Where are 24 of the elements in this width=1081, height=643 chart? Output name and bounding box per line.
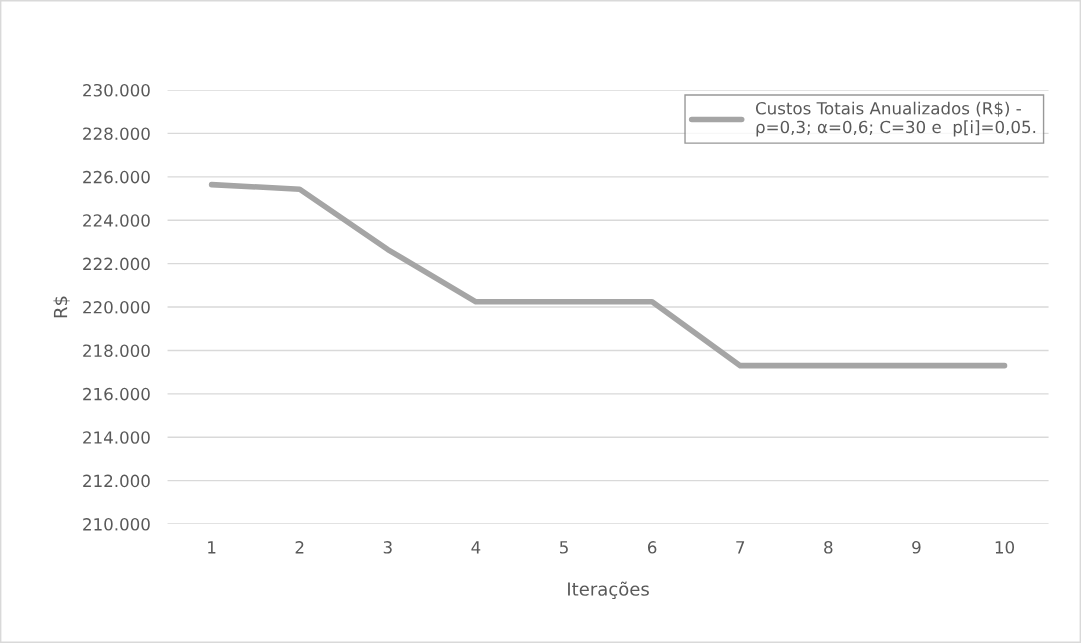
x-tick-label: 1 <box>208 541 216 554</box>
y-tick-label: 214.000 <box>83 431 150 444</box>
y-tick-label: 230.000 <box>83 83 150 97</box>
y-tick-label: 224.000 <box>83 214 150 227</box>
x-tick-label: 2 <box>295 541 304 554</box>
x-tick-label: 3 <box>383 541 392 554</box>
x-tick-label: 8 <box>824 541 833 554</box>
x-tick-label: 10 <box>995 541 1015 554</box>
y-tick-label: 228.000 <box>83 127 150 140</box>
y-tick-label: 226.000 <box>83 170 150 184</box>
x-tick-label: 4 <box>471 541 481 554</box>
y-axis-title: R$ <box>53 296 70 318</box>
x-tick-label: 7 <box>736 541 745 554</box>
y-tick-label: 210.000 <box>83 518 150 531</box>
x-tick-label: 9 <box>912 541 921 554</box>
x-axis-title: Iterações <box>568 581 649 600</box>
y-tick-label: 216.000 <box>83 387 150 401</box>
legend-label: Custos Totais Anualizados (R$) - ρ=0,3; α=0,6; C=30 e p[i]=0,05. <box>755 101 1036 137</box>
x-tick-label: 5 <box>560 541 568 554</box>
y-tick-label: 222.000 <box>83 257 150 271</box>
y-tick-label: 218.000 <box>83 344 150 357</box>
y-tick-label: 212.000 <box>83 474 150 488</box>
y-tick-label: 220.000 <box>83 300 150 314</box>
x-tick-label: 6 <box>647 541 657 554</box>
